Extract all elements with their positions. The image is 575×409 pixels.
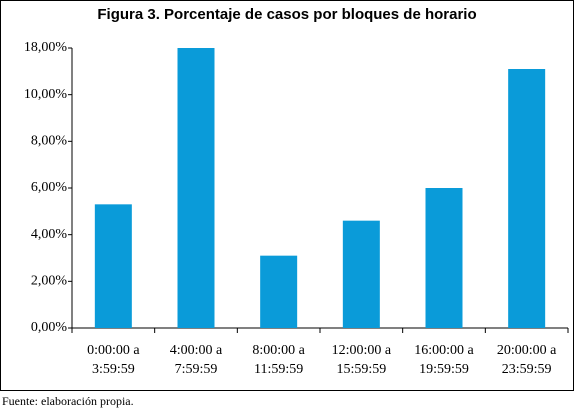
- frame: [0, 0, 574, 391]
- y-tick-label: 2,00%: [31, 274, 68, 289]
- x-tick-label: 3:59:59: [92, 362, 135, 377]
- x-tick-label: 12:00:00 a: [332, 343, 392, 358]
- x-tick-label: 16:00:00 a: [414, 343, 474, 358]
- y-tick-label: 6,00%: [31, 180, 68, 195]
- y-tick-label: 4,00%: [31, 227, 68, 242]
- x-tick-label: 8:00:00 a: [252, 343, 305, 358]
- bar: [260, 255, 298, 328]
- source-note: Fuente: elaboración propia.: [2, 394, 134, 408]
- chart-title: Figura 3. Porcentaje de casos por bloque…: [97, 6, 476, 23]
- x-tick-label: 19:59:59: [419, 362, 469, 377]
- x-tick-label: 15:59:59: [336, 362, 386, 377]
- y-tick-label: 8,00%: [31, 134, 68, 149]
- bar: [508, 69, 546, 328]
- y-tick-label: 0,00%: [31, 320, 68, 335]
- bar: [425, 188, 463, 328]
- y-tick-label: 18,00%: [24, 40, 68, 55]
- x-tick-label: 0:00:00 a: [87, 343, 140, 358]
- x-tick-label: 4:00:00 a: [170, 343, 223, 358]
- x-tick-label: 23:59:59: [502, 362, 552, 377]
- x-tick-label: 11:59:59: [254, 362, 303, 377]
- bar: [342, 220, 380, 328]
- bar: [94, 204, 132, 328]
- y-tick-label: 10,00%: [24, 87, 68, 102]
- x-tick-label: 20:00:00 a: [497, 343, 557, 358]
- bar: [177, 48, 215, 328]
- x-tick-label: 7:59:59: [175, 362, 218, 377]
